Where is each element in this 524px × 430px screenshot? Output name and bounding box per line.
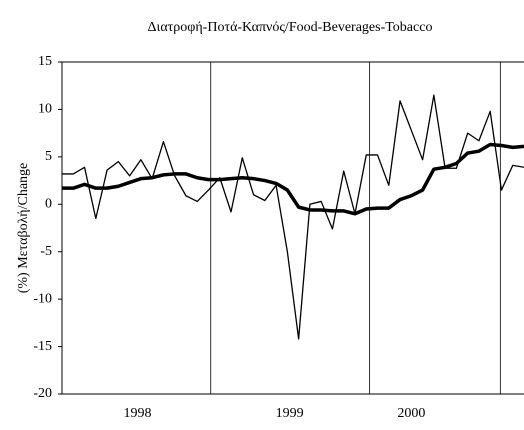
y-tick-label: -5 bbox=[40, 244, 52, 259]
y-tick-label: 5 bbox=[45, 149, 52, 164]
y-tick-label: 10 bbox=[38, 102, 52, 117]
plot-frame bbox=[61, 61, 524, 395]
y-axis-label: (%) Μεταβολή/Change bbox=[16, 163, 31, 294]
x-tick-label: 1999 bbox=[276, 406, 304, 421]
y-tick-label: -20 bbox=[33, 386, 52, 401]
chart-title: Διατροφή-Ποτά-Καπνός/Food-Beverages-Toba… bbox=[148, 20, 433, 35]
y-tick-label: -15 bbox=[33, 339, 52, 354]
y-tick-label: 0 bbox=[45, 197, 52, 212]
y-tick-label: 15 bbox=[38, 54, 52, 69]
series-line bbox=[62, 142, 524, 216]
y-tick-label: -10 bbox=[33, 291, 52, 306]
x-tick-label: 2000 bbox=[397, 406, 425, 421]
series-line bbox=[62, 94, 524, 340]
x-tick-label: 1998 bbox=[123, 406, 151, 421]
